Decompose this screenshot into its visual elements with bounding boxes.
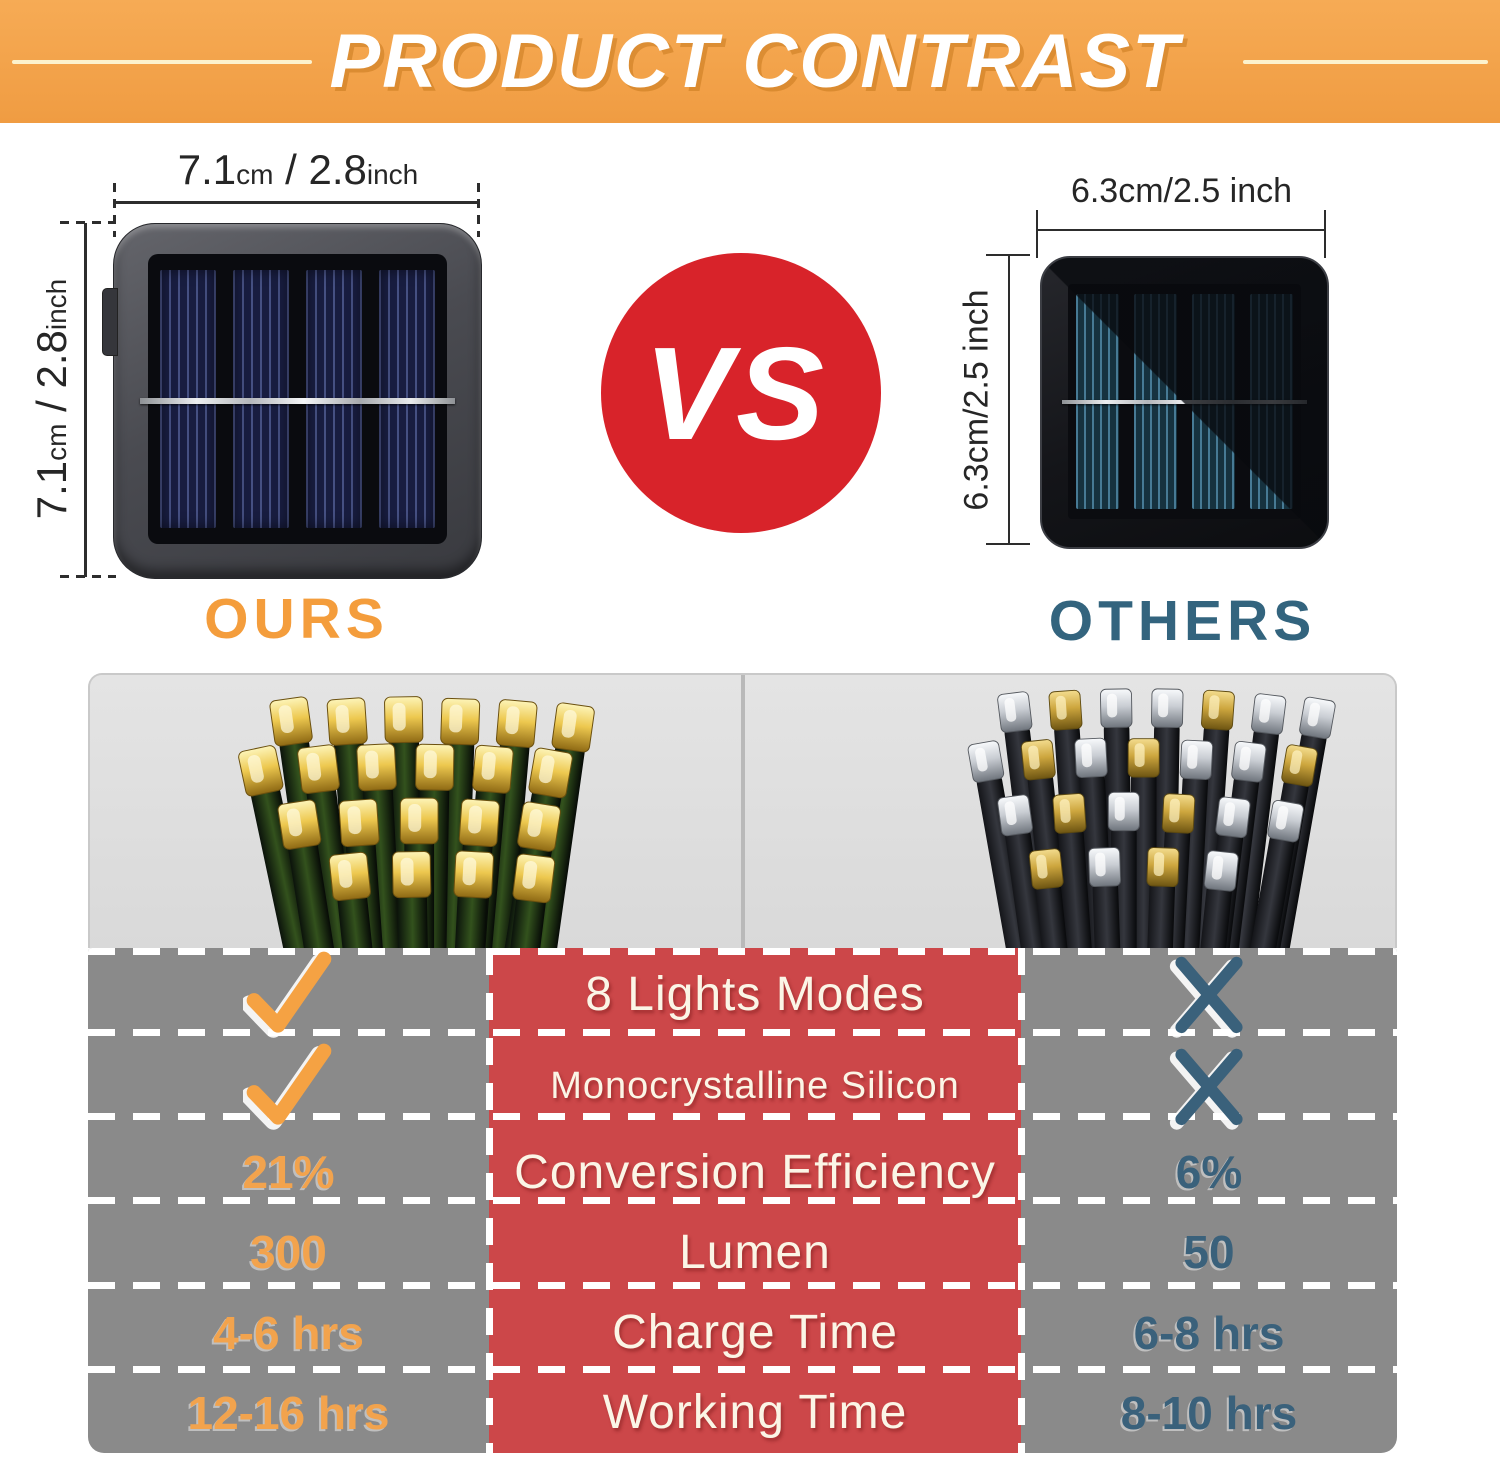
check-icon [242, 1043, 331, 1130]
ours-height-separator: / [28, 388, 75, 424]
others-width-tick-right [1324, 210, 1326, 258]
feature-efficiency: Conversion Efficiency [489, 1132, 1021, 1212]
cross-icon [1169, 956, 1243, 1038]
others-width-tick-left [1036, 210, 1038, 258]
others-height-label: 6.3cm/2.5 inch [957, 289, 996, 511]
ours-width-value-inch: 2.8 [308, 146, 367, 193]
others-height-tick-bottom [986, 543, 1030, 545]
others-string-lights-image [966, 688, 1336, 948]
feature-text: Working Time [602, 1386, 908, 1440]
ours-width-label: 7.1cm / 2.8inch [115, 146, 481, 194]
feature-lights-modes: 8 Lights Modes [489, 948, 1021, 1040]
ours-width-unit-cm: cm [236, 159, 274, 190]
feature-text: Charge Time [612, 1306, 898, 1360]
feature-text: Conversion Efficiency [514, 1145, 996, 1199]
ours-width-separator: / [273, 146, 309, 193]
ours-lights-photo [90, 675, 741, 948]
vs-badge: VS [601, 253, 881, 533]
check-icon [242, 951, 331, 1038]
ours-value-lights-modes [88, 948, 489, 1040]
ours-panel-busbar [139, 398, 456, 404]
ours-value-text: 21% [242, 1146, 335, 1199]
title-banner: PRODUCT CONTRAST [0, 0, 1500, 123]
others-value-efficiency: 6% [1021, 1132, 1397, 1212]
ours-height-value-inch: 2.8 [28, 330, 75, 389]
others-value-silicon [1021, 1040, 1397, 1132]
vs-text: VS [643, 319, 829, 467]
ours-value-working-time: 12-16 hrs [88, 1373, 489, 1453]
ours-height-dimension-line [84, 223, 87, 577]
banner-line-right [1243, 60, 1488, 64]
feature-silicon: Monocrystalline Silicon [489, 1040, 1021, 1132]
others-value-text: 6-8 hrs [1133, 1306, 1285, 1359]
ours-height-unit-cm: cm [41, 423, 72, 461]
others-value-charge-time: 6-8 hrs [1021, 1293, 1397, 1373]
ours-solar-panel-image [102, 223, 482, 579]
comparison-table: 8 Lights Modes Monocrystalline Silicon [88, 948, 1397, 1453]
ours-width-value-cm: 7.1 [177, 146, 237, 193]
others-label: OTHERS [1048, 589, 1317, 653]
ours-label: OURS [204, 587, 389, 651]
ours-width-unit-inch: inch [366, 159, 419, 190]
ours-height-label: 7.1cm / 2.8inch [28, 279, 76, 520]
ours-height-tick-bottom [60, 575, 116, 578]
ours-value-text: 12-16 hrs [187, 1386, 390, 1439]
others-height-dimension-line [1008, 255, 1010, 545]
ours-width-dimension-line [115, 201, 480, 204]
ours-value-text: 300 [250, 1226, 327, 1279]
ours-value-text: 4-6 hrs [213, 1306, 364, 1359]
others-value-working-time: 8-10 hrs [1021, 1373, 1397, 1453]
banner-line-left [12, 60, 312, 64]
row-divider-dashed [88, 1113, 1397, 1120]
others-lights-photo [740, 675, 1395, 948]
ours-height-value-cm: 7.1 [28, 460, 75, 520]
others-panel-glare [1042, 258, 1327, 547]
feature-working-time: Working Time [489, 1373, 1021, 1453]
ours-value-lumen: 300 [88, 1212, 489, 1292]
row-divider-dashed [88, 948, 1397, 955]
ours-width-tick-left [113, 183, 116, 237]
ours-width-tick-right [477, 183, 480, 237]
feature-text: Lumen [679, 1225, 831, 1279]
others-value-text: 50 [1183, 1226, 1235, 1279]
others-width-dimension-line [1037, 229, 1326, 231]
others-height-tick-top [986, 254, 1030, 256]
row-divider-dashed [88, 1282, 1397, 1289]
feature-text: 8 Lights Modes [585, 967, 925, 1021]
others-value-text: 6% [1175, 1146, 1243, 1199]
row-divider-dashed [88, 1029, 1397, 1036]
others-value-lights-modes [1021, 948, 1397, 1040]
feature-charge-time: Charge Time [489, 1293, 1021, 1373]
row-divider-dashed [88, 1366, 1397, 1373]
ours-value-efficiency: 21% [88, 1132, 489, 1212]
string-lights-photos [88, 673, 1397, 948]
feature-text: Monocrystalline Silicon [550, 1064, 960, 1107]
others-value-text: 8-10 hrs [1120, 1386, 1298, 1439]
ours-panel-side-button [102, 288, 118, 356]
ours-value-charge-time: 4-6 hrs [88, 1293, 489, 1373]
others-value-lumen: 50 [1021, 1212, 1397, 1292]
row-divider-dashed [88, 1197, 1397, 1204]
comparison-grid: 8 Lights Modes Monocrystalline Silicon [88, 948, 1397, 1453]
feature-lumen: Lumen [489, 1212, 1021, 1292]
others-width-label: 6.3cm/2.5 inch [1070, 172, 1293, 210]
cross-icon [1169, 1048, 1243, 1130]
ours-height-tick-top [60, 221, 116, 224]
ours-string-lights-image [237, 695, 596, 948]
ours-height-unit-inch: inch [41, 278, 72, 331]
ours-value-silicon [88, 1040, 489, 1132]
others-solar-panel-image [1040, 256, 1329, 549]
page-title: PRODUCT CONTRAST [329, 19, 1181, 104]
